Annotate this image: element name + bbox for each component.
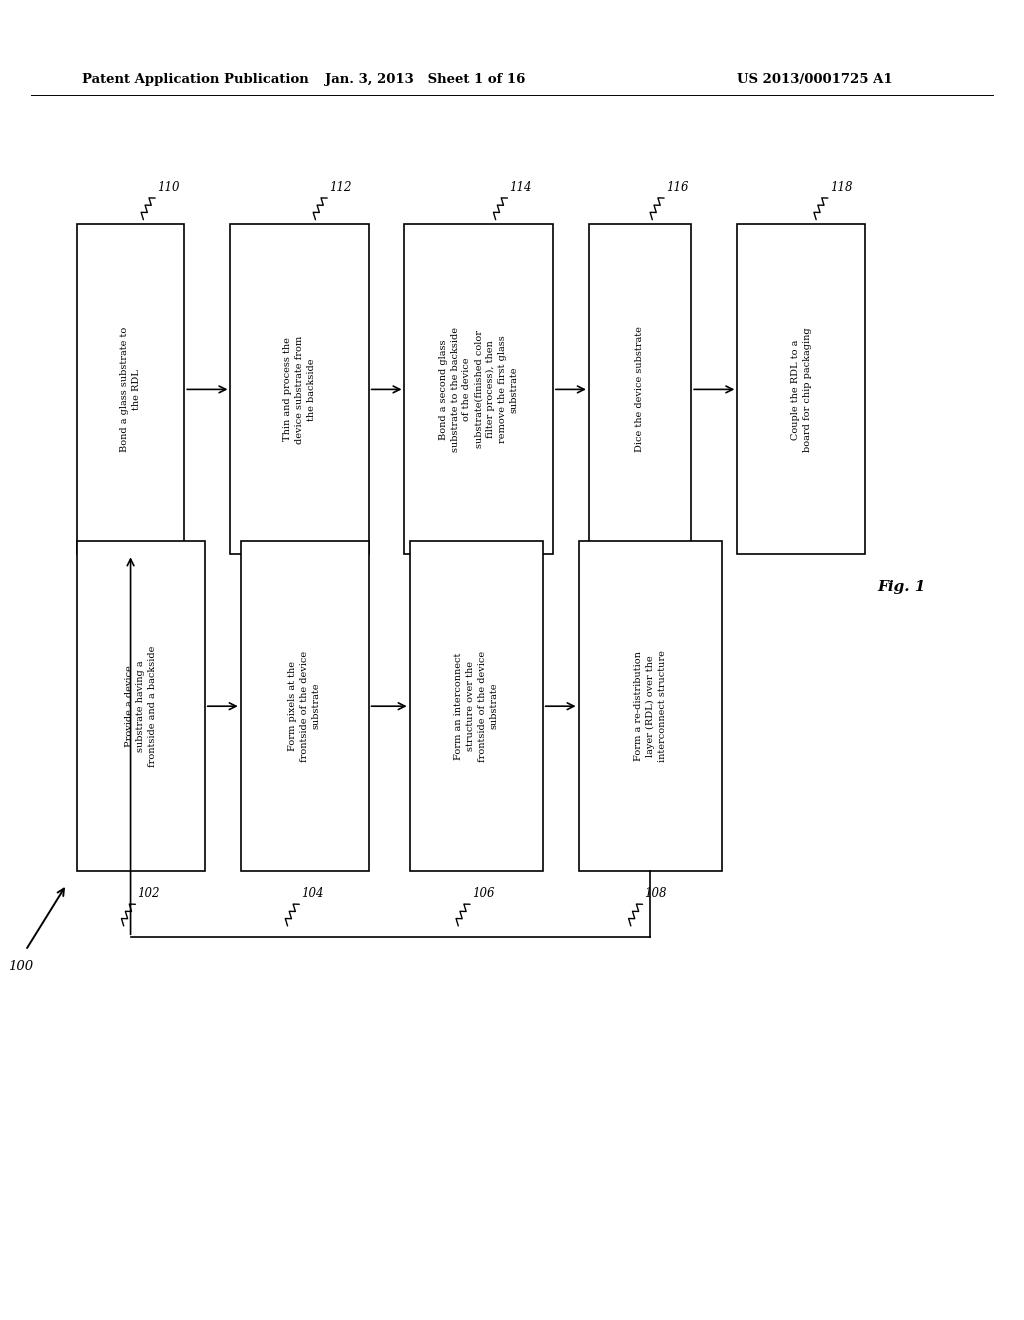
Text: 116: 116 bbox=[666, 181, 688, 194]
Text: Form pixels at the
frontside of the device
substrate: Form pixels at the frontside of the devi… bbox=[289, 651, 321, 762]
FancyBboxPatch shape bbox=[404, 224, 553, 554]
Text: Jan. 3, 2013   Sheet 1 of 16: Jan. 3, 2013 Sheet 1 of 16 bbox=[325, 73, 525, 86]
FancyBboxPatch shape bbox=[410, 541, 543, 871]
Text: Provide a device
substrate having a
frontside and a backside: Provide a device substrate having a fron… bbox=[125, 645, 157, 767]
Text: Patent Application Publication: Patent Application Publication bbox=[82, 73, 308, 86]
FancyBboxPatch shape bbox=[589, 224, 691, 554]
Text: Thin and process the
device substrate from
the backside: Thin and process the device substrate fr… bbox=[284, 335, 315, 444]
FancyBboxPatch shape bbox=[241, 541, 369, 871]
FancyBboxPatch shape bbox=[77, 541, 205, 871]
FancyBboxPatch shape bbox=[230, 224, 369, 554]
Text: Form an interconnect
structure over the
frontside of the device
substrate: Form an interconnect structure over the … bbox=[454, 651, 499, 762]
Text: 102: 102 bbox=[137, 887, 160, 900]
Text: US 2013/0001725 A1: US 2013/0001725 A1 bbox=[737, 73, 893, 86]
Text: 104: 104 bbox=[301, 887, 324, 900]
FancyBboxPatch shape bbox=[737, 224, 865, 554]
FancyBboxPatch shape bbox=[579, 541, 722, 871]
Text: Bond a second glass
substrate to the backside
of the device
substrate(finished c: Bond a second glass substrate to the bac… bbox=[438, 327, 519, 451]
Text: 114: 114 bbox=[509, 181, 531, 194]
FancyBboxPatch shape bbox=[77, 224, 184, 554]
Text: 112: 112 bbox=[329, 181, 351, 194]
Text: 110: 110 bbox=[157, 181, 179, 194]
Text: 108: 108 bbox=[644, 887, 667, 900]
Text: Dice the device substrate: Dice the device substrate bbox=[636, 326, 644, 453]
Text: 118: 118 bbox=[829, 181, 852, 194]
Text: Couple the RDL to a
board for chip packaging: Couple the RDL to a board for chip packa… bbox=[791, 327, 812, 451]
Text: 100: 100 bbox=[8, 960, 33, 973]
Text: 106: 106 bbox=[472, 887, 495, 900]
Text: Fig. 1: Fig. 1 bbox=[877, 581, 926, 594]
Text: Bond a glass substrate to
the RDL: Bond a glass substrate to the RDL bbox=[120, 327, 141, 451]
Text: Form a re-distribution
layer (RDL) over the
interconnect structure: Form a re-distribution layer (RDL) over … bbox=[634, 651, 667, 762]
